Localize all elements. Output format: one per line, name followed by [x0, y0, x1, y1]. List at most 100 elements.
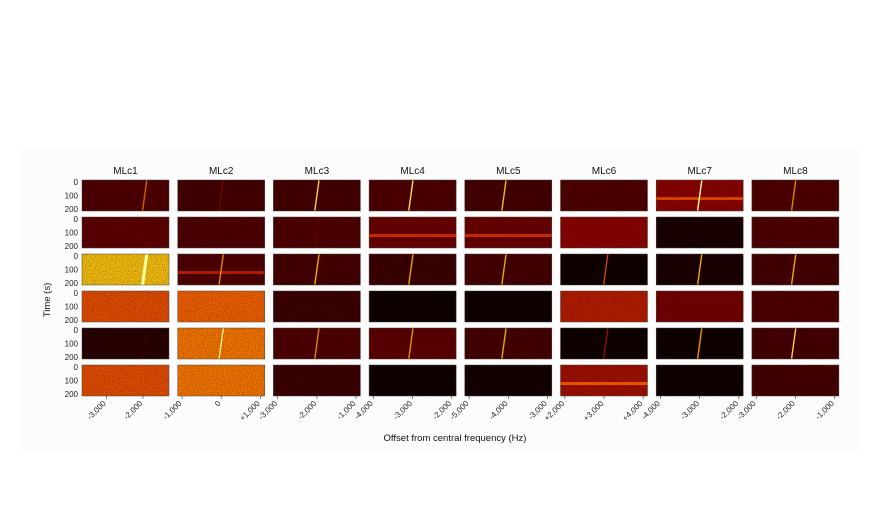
panel-r6-mlc7 [655, 364, 744, 397]
signal-trace [314, 328, 320, 359]
x-tick-label: -3,000 [257, 399, 280, 422]
panel-noise [464, 365, 552, 396]
panel-r4-mlc8 [751, 290, 840, 323]
panel-r6-mlc8 [751, 364, 840, 397]
panel-noise [82, 328, 169, 359]
x-tick-label: -5,000 [448, 399, 471, 422]
panel-border [368, 327, 457, 360]
panel-noise [273, 217, 361, 248]
panel-noise [177, 217, 265, 248]
signal-trace [141, 180, 148, 211]
y-tick-label: 0 [74, 289, 79, 298]
panel-border [177, 253, 265, 286]
signal-trace [790, 328, 797, 359]
panel-border [368, 290, 457, 323]
panel-r2-mlc8 [751, 216, 840, 249]
column-title-mlc3: MLc3 [305, 166, 330, 177]
panel-noise [273, 291, 361, 322]
panel-noise [82, 365, 169, 396]
panel-border [368, 179, 457, 212]
column-title-mlc2: MLc2 [209, 166, 234, 177]
panel-noise [82, 217, 169, 248]
panel-r1-mlc8 [751, 179, 840, 212]
column-title-mlc4: MLc4 [400, 166, 425, 177]
panel-noise [177, 291, 265, 322]
panel-r2-mlc6 [560, 216, 648, 249]
panel-r2-mlc7 [655, 216, 744, 249]
signal-trace [314, 180, 320, 211]
panel-r1-mlc3 [273, 179, 361, 212]
panel-r4-mlc6 [560, 290, 648, 323]
x-tick-label: -1,000 [161, 399, 184, 422]
x-tick-label: 0 [213, 399, 223, 409]
x-tick-label: +1,000 [238, 399, 262, 423]
x-tick-label: -2,000 [774, 399, 797, 422]
panel-r3-mlc4 [368, 253, 457, 286]
signal-trace [697, 328, 703, 359]
panel-noise [82, 254, 169, 285]
signal-trace [697, 254, 703, 285]
y-tick-label: 0 [74, 363, 79, 372]
signal-trace [314, 254, 320, 285]
panel-noise [560, 365, 648, 396]
panel-noise [369, 217, 457, 248]
y-tick-label: 0 [74, 252, 79, 261]
signal-trace [790, 180, 797, 211]
y-tick-label: 200 [65, 242, 79, 251]
panel-border [368, 253, 457, 286]
y-tick-label: 0 [74, 215, 79, 224]
signal-trace [408, 254, 414, 285]
x-tick-label: -4,000 [352, 399, 375, 422]
panel-border [81, 253, 170, 286]
interference-band [369, 234, 457, 238]
y-tick-label: 100 [65, 229, 79, 238]
panel-r3-mlc3 [273, 253, 361, 286]
panel-r2-mlc3 [273, 216, 361, 249]
x-tick-label: -1,000 [814, 399, 837, 422]
x-tick-label: -4,000 [487, 399, 510, 422]
panel-border [751, 179, 840, 212]
panel-r2-mlc5 [464, 216, 553, 249]
panel-noise [751, 291, 839, 322]
column-title-mlc5: MLc5 [496, 166, 521, 177]
panel-noise [464, 254, 552, 285]
panel-r1-mlc2 [177, 179, 265, 212]
column-title-mlc7: MLc7 [687, 166, 712, 177]
interference-band [560, 382, 648, 386]
panel-border [655, 179, 744, 212]
panel-r4-mlc4 [368, 290, 457, 323]
panel-border [464, 327, 553, 360]
panel-border [273, 216, 361, 249]
panel-border [273, 253, 361, 286]
y-tick-label: 100 [65, 192, 79, 201]
y-tick-label: 100 [65, 266, 79, 275]
x-tick-label: -3,000 [679, 399, 702, 422]
signal-trace [501, 254, 507, 285]
panel-border [177, 327, 265, 360]
signal-trace [501, 180, 507, 211]
y-tick-label: 200 [65, 316, 79, 325]
panel-noise [751, 365, 839, 396]
signal-trace [501, 328, 507, 359]
panel-r3-mlc1 [81, 253, 170, 286]
panel-border [560, 253, 648, 286]
y-axis-label: Time (s) [42, 283, 53, 317]
panel-r5-mlc2 [177, 327, 265, 360]
panel-r6-mlc6 [560, 364, 648, 397]
panel-r3-mlc8 [751, 253, 840, 286]
signal-trace [314, 217, 320, 248]
signal-trace [218, 180, 224, 211]
panel-border [751, 253, 840, 286]
x-tick-label: -2,000 [296, 399, 319, 422]
y-tick-label: 200 [65, 390, 79, 399]
panel-border [464, 290, 553, 323]
panel-r5-mlc6 [560, 327, 648, 360]
panel-r4-mlc3 [273, 290, 361, 323]
panel-r1-mlc5 [464, 179, 553, 212]
panel-border [464, 216, 553, 249]
x-tick-label: -4,000 [640, 399, 663, 422]
panel-border [81, 216, 170, 249]
y-tick-label: 100 [65, 340, 79, 349]
panel-noise [656, 217, 744, 248]
panel-noise [656, 365, 744, 396]
